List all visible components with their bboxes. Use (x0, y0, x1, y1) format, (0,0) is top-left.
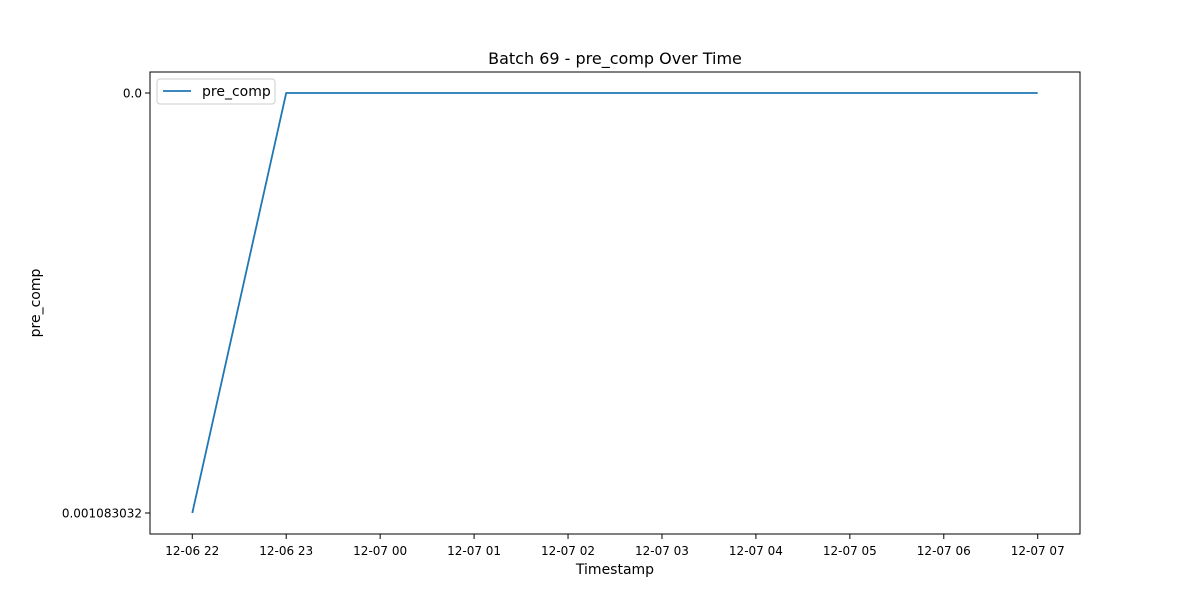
y-axis-label: pre_comp (28, 269, 44, 338)
y-tick-label: 0.001083032 (62, 507, 142, 521)
x-axis-label: Timestamp (575, 562, 654, 578)
legend: pre_comp (156, 78, 276, 105)
y-tick-label: 0.0 (123, 87, 142, 101)
y-axis: 0.0 0.001083032 (62, 87, 150, 521)
x-tick-label: 12-07 05 (823, 544, 877, 558)
series-layer (191, 92, 1038, 514)
x-tick-label: 12-07 04 (729, 544, 783, 558)
x-tick-label: 12-07 00 (353, 544, 407, 558)
chart-title: Batch 69 - pre_comp Over Time (488, 49, 742, 69)
legend-label: pre_comp (202, 84, 271, 100)
x-tick-label: 12-07 01 (447, 544, 501, 558)
x-tick-label: 12-07 06 (917, 544, 971, 558)
x-tick-label: 12-06 23 (259, 544, 313, 558)
legend-box (156, 78, 276, 105)
x-tick-label: 12-07 02 (541, 544, 595, 558)
x-axis: 12-06 22 12-06 23 12-07 00 12-07 01 12-07 02… (165, 534, 1065, 558)
x-tick-label: 12-07 07 (1011, 544, 1065, 558)
series-line-pre_comp (191, 92, 1038, 514)
x-tick-label: 12-06 22 (165, 544, 219, 558)
x-tick-label: 12-07 03 (635, 544, 689, 558)
plot-area (149, 71, 1081, 535)
